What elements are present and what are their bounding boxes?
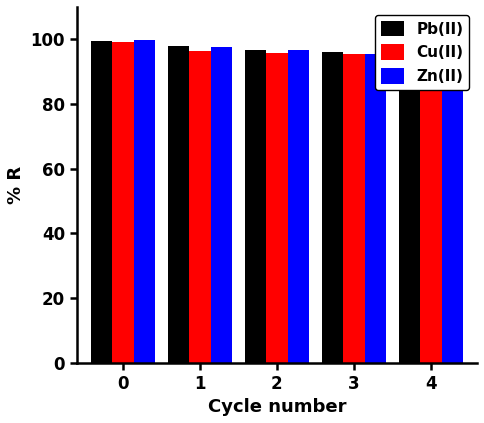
Bar xyxy=(364,54,386,363)
Legend: Pb(II), Cu(II), Zn(II): Pb(II), Cu(II), Zn(II) xyxy=(375,14,469,90)
X-axis label: Cycle number: Cycle number xyxy=(208,398,346,416)
Bar xyxy=(244,50,266,363)
Bar xyxy=(211,47,232,363)
Bar xyxy=(321,52,343,363)
Bar xyxy=(287,50,309,363)
Bar xyxy=(343,55,364,363)
Bar xyxy=(441,63,463,363)
Bar xyxy=(91,41,112,363)
Bar xyxy=(134,40,155,363)
Bar xyxy=(398,56,420,363)
Bar xyxy=(420,61,441,363)
Bar xyxy=(112,42,134,363)
Bar xyxy=(189,51,211,363)
Y-axis label: % R: % R xyxy=(7,166,25,204)
Bar xyxy=(266,53,287,363)
Bar xyxy=(167,47,189,363)
